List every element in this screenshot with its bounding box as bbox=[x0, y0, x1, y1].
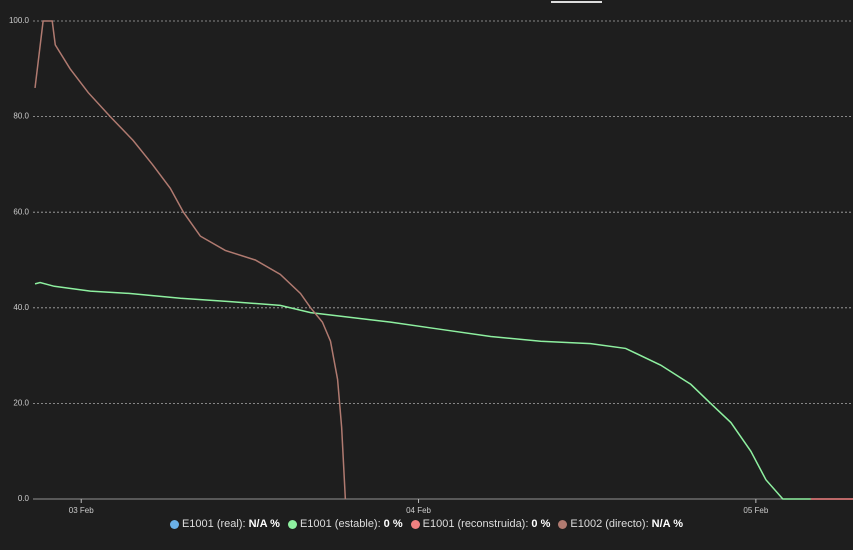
y-tick-label: 40.0 bbox=[13, 303, 29, 312]
y-tick-label: 100.0 bbox=[9, 16, 30, 25]
legend-label: E1002 (directo): bbox=[570, 518, 649, 530]
legend-item[interactable]: E1001 (estable): 0 % bbox=[287, 518, 403, 530]
y-tick-label: 0.0 bbox=[18, 494, 30, 503]
legend-label: E1001 (real): bbox=[181, 518, 246, 530]
x-tick-label: 05 Feb bbox=[743, 506, 768, 515]
legend-item[interactable]: E1001 (reconstruida): 0 % bbox=[410, 518, 551, 530]
y-tick-label: 60.0 bbox=[13, 207, 29, 216]
legend-value: N/A % bbox=[651, 518, 684, 530]
legend-swatch bbox=[287, 519, 297, 529]
legend-item[interactable]: E1002 (directo): N/A % bbox=[558, 518, 683, 530]
y-tick-label: 80.0 bbox=[13, 112, 29, 121]
legend-value: N/A % bbox=[248, 518, 280, 530]
y-tick-label: 20.0 bbox=[13, 399, 29, 408]
legend-swatch bbox=[410, 519, 420, 529]
x-tick-label: 04 Feb bbox=[406, 506, 431, 515]
series-line bbox=[34, 281, 811, 500]
legend-item[interactable]: E1001 (real): N/A % bbox=[169, 518, 280, 530]
legend-label: E1001 (estable): bbox=[299, 518, 381, 530]
x-tick-label: 03 Feb bbox=[69, 506, 94, 515]
legend-value: 0 % bbox=[531, 518, 551, 530]
series-line bbox=[34, 20, 347, 500]
legend-swatch bbox=[558, 519, 568, 529]
legend-swatch bbox=[169, 519, 179, 529]
legend-label: E1001 (reconstruida): bbox=[422, 518, 529, 530]
legend-value: 0 % bbox=[383, 518, 403, 530]
legend: E1001 (real): N/A % E1001 (estable): 0 % E10… bbox=[0, 518, 853, 530]
chart: 0.0 20.0 40.0 60.0 80.0 100.0 03 Feb 04 Feb 05 F… bbox=[9, 1, 853, 515]
